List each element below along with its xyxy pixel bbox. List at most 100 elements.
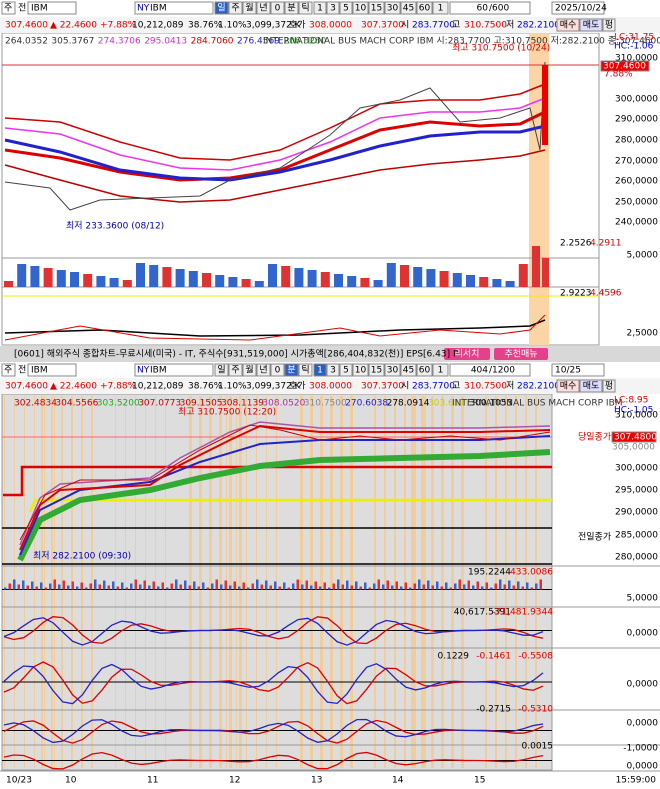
vol — [368, 587, 371, 590]
panel-value: 2.2526 — [560, 239, 592, 249]
period-button[interactable] — [284, 363, 299, 377]
vol — [139, 584, 142, 590]
minute-button[interactable] — [400, 1, 417, 15]
legend-value: 305.3767 — [51, 37, 94, 47]
period-button[interactable] — [298, 363, 313, 377]
vol — [454, 583, 457, 590]
quote-low: 282.2100 — [517, 382, 560, 392]
minute-button[interactable] — [416, 363, 433, 377]
minute-button[interactable] — [313, 363, 327, 377]
vol — [260, 584, 263, 590]
minute-button[interactable] — [368, 363, 385, 377]
market-select[interactable] — [1, 363, 16, 377]
period-button[interactable] — [256, 363, 271, 377]
period-button[interactable] — [242, 1, 257, 15]
research-button[interactable] — [444, 348, 490, 360]
vol — [242, 582, 245, 590]
vol — [391, 585, 394, 590]
date-field[interactable] — [551, 363, 605, 377]
vol — [492, 279, 502, 287]
sell-button[interactable] — [579, 18, 603, 32]
vol — [43, 268, 53, 287]
label: LC:8.95 — [614, 396, 648, 406]
step-line — [3, 465, 552, 497]
stripe — [236, 396, 237, 768]
minute-button[interactable] — [313, 1, 327, 15]
minute-button[interactable] — [384, 1, 401, 15]
minute-button[interactable] — [352, 1, 369, 15]
flat-button[interactable] — [602, 379, 616, 393]
stripe — [340, 396, 343, 768]
minute-button[interactable] — [432, 363, 449, 377]
vol — [305, 580, 308, 590]
vol — [508, 580, 511, 590]
minute-button[interactable] — [432, 1, 449, 15]
vol — [481, 586, 484, 590]
minute-button[interactable] — [339, 363, 353, 377]
flat-button[interactable] — [602, 18, 616, 32]
minute-button[interactable] — [352, 363, 369, 377]
minute-button[interactable] — [368, 1, 385, 15]
vol — [121, 582, 124, 590]
stripe — [394, 396, 396, 768]
recommend-button[interactable] — [494, 348, 548, 360]
minute-button[interactable] — [326, 1, 340, 15]
market-select[interactable] — [1, 1, 16, 15]
vol — [426, 269, 436, 287]
vol — [109, 278, 119, 287]
stripe — [229, 396, 232, 768]
period-button[interactable] — [228, 363, 243, 377]
panel-value: 4.2911 — [590, 239, 622, 249]
label: 월 — [245, 2, 253, 14]
vol — [440, 586, 443, 590]
legend-value: 295.0413 — [144, 37, 187, 47]
stripe — [431, 396, 434, 768]
vol — [283, 582, 286, 590]
period-button[interactable] — [284, 1, 299, 15]
minute-button[interactable] — [384, 363, 401, 377]
period-button[interactable] — [256, 1, 271, 15]
period-button[interactable] — [298, 1, 313, 15]
label: 주 — [4, 3, 12, 14]
legend-value: 264.0352 — [5, 37, 48, 47]
period-button[interactable] — [214, 363, 229, 377]
vol — [472, 585, 475, 590]
period-button[interactable] — [270, 1, 285, 15]
vol — [233, 581, 236, 590]
ind — [3, 718, 544, 744]
sell-button[interactable] — [579, 379, 603, 393]
symbol-input[interactable] — [27, 1, 77, 15]
symbol-input[interactable] — [27, 363, 77, 377]
period-button[interactable] — [228, 1, 243, 15]
vol — [206, 587, 209, 590]
buy-button[interactable] — [556, 379, 580, 393]
minute-button[interactable] — [326, 363, 340, 377]
count-field — [449, 1, 531, 15]
stripe — [34, 396, 35, 768]
date-field[interactable] — [551, 1, 605, 15]
vol — [301, 584, 304, 590]
period-button[interactable] — [242, 363, 257, 377]
vol — [521, 586, 524, 590]
minute-button[interactable] — [339, 1, 353, 15]
period-button[interactable] — [214, 1, 229, 15]
quote-bar — [0, 17, 660, 33]
minute-button[interactable] — [416, 1, 433, 15]
y-tick-label: 310,0000 — [615, 411, 658, 421]
vol — [112, 581, 115, 590]
vol — [287, 587, 290, 590]
stripe — [310, 396, 313, 768]
panel-value: -0.2715 — [476, 705, 511, 715]
sub-panels — [2, 565, 660, 770]
vol — [224, 580, 227, 590]
vol — [89, 583, 92, 590]
vol — [431, 585, 434, 590]
vol — [251, 583, 254, 590]
buy-button[interactable] — [556, 18, 580, 32]
period-button[interactable] — [270, 363, 285, 377]
minute-button[interactable] — [400, 363, 417, 377]
vol — [202, 582, 205, 590]
label: 404 — [471, 366, 488, 376]
vol — [292, 583, 295, 590]
chart1-frame — [1, 32, 600, 346]
